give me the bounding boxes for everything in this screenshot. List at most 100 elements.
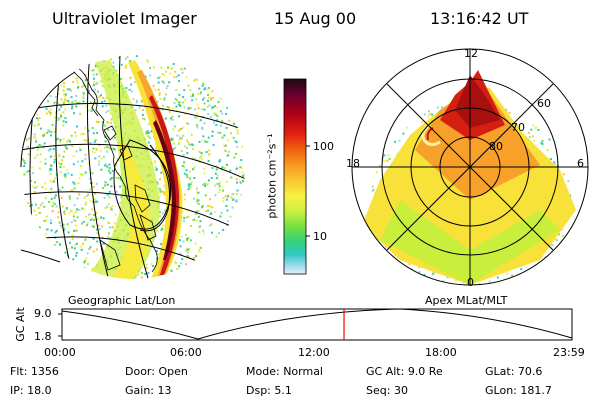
noise-pixel	[173, 102, 176, 104]
noise-pixel	[76, 125, 78, 128]
noise-pixel	[65, 208, 68, 211]
noise-pixel	[213, 112, 216, 115]
noise-pixel	[39, 160, 42, 163]
noise-pixel	[107, 221, 110, 224]
noise-pixel	[99, 228, 101, 231]
noise-pixel	[195, 255, 197, 258]
noise-pixel	[91, 182, 94, 185]
noise-pixel	[202, 98, 204, 101]
noise-pixel	[101, 225, 104, 228]
noise-pixel	[141, 109, 144, 111]
noise-pixel	[75, 242, 78, 245]
noise-pixel	[104, 184, 106, 187]
noise-pixel	[75, 251, 78, 254]
noise-pixel	[194, 157, 197, 160]
noise-pixel	[63, 100, 66, 103]
noise-pixel	[154, 166, 157, 169]
noise-pixel	[76, 102, 79, 104]
noise-pixel	[146, 135, 149, 138]
noise-pixel	[49, 179, 52, 182]
noise-pixel	[186, 139, 188, 142]
noise-pixel	[158, 76, 161, 79]
noise-pixel	[175, 262, 177, 265]
noise-pixel	[225, 112, 228, 115]
noise-pixel	[63, 227, 66, 230]
noise-pixel	[71, 105, 74, 108]
noise-pixel	[216, 174, 219, 177]
noise-pixel	[58, 108, 61, 111]
noise-pixel	[236, 129, 239, 132]
noise-pixel	[85, 140, 88, 143]
noise-pixel	[45, 219, 48, 222]
noise-pixel	[213, 121, 215, 124]
timeline-xtick-1: 06:00	[170, 346, 202, 359]
noise-pixel	[110, 118, 113, 121]
noise-pixel	[147, 60, 150, 63]
noise-pixel	[192, 168, 195, 171]
noise-pixel	[211, 135, 214, 137]
noise-pixel	[150, 130, 153, 133]
noise-pixel	[166, 106, 169, 108]
noise-pixel	[154, 162, 157, 165]
noise-pixel	[383, 154, 386, 157]
noise-pixel	[44, 187, 47, 190]
noise-pixel	[59, 113, 62, 116]
noise-pixel	[71, 101, 74, 104]
noise-pixel	[195, 116, 198, 119]
noise-pixel	[429, 112, 432, 115]
noise-pixel	[84, 259, 87, 262]
noise-pixel	[181, 71, 184, 74]
noise-pixel	[56, 110, 59, 113]
noise-pixel	[239, 166, 242, 169]
noise-pixel	[192, 257, 195, 259]
noise-pixel	[43, 142, 46, 145]
noise-pixel	[196, 126, 199, 129]
noise-pixel	[152, 265, 155, 267]
noise-pixel	[67, 100, 70, 102]
noise-pixel	[33, 136, 36, 139]
noise-pixel	[214, 105, 216, 108]
noise-pixel	[173, 125, 176, 128]
noise-pixel	[211, 90, 214, 93]
noise-pixel	[187, 141, 190, 144]
noise-pixel	[64, 95, 67, 98]
noise-pixel	[223, 144, 226, 147]
noise-pixel	[190, 239, 192, 242]
noise-pixel	[84, 79, 87, 82]
noise-pixel	[124, 66, 127, 69]
noise-pixel	[155, 167, 158, 170]
noise-pixel	[215, 106, 218, 109]
noise-pixel	[96, 240, 99, 243]
noise-pixel	[36, 117, 38, 120]
noise-pixel	[216, 182, 219, 185]
noise-pixel	[231, 206, 234, 209]
noise-pixel	[227, 150, 230, 153]
noise-pixel	[49, 192, 52, 195]
noise-pixel	[218, 232, 220, 235]
noise-pixel	[163, 82, 165, 84]
noise-pixel	[72, 181, 75, 184]
noise-pixel	[50, 229, 53, 232]
noise-pixel	[192, 94, 195, 97]
noise-pixel	[111, 169, 114, 172]
noise-pixel	[159, 178, 161, 181]
noise-pixel	[186, 176, 189, 179]
noise-pixel	[80, 173, 82, 176]
colorbar-tick-10: 10	[313, 230, 327, 243]
noise-pixel	[93, 151, 96, 154]
noise-pixel	[84, 157, 87, 160]
noise-pixel	[63, 150, 66, 153]
noise-pixel	[202, 135, 205, 138]
noise-pixel	[189, 183, 192, 186]
noise-pixel	[227, 194, 230, 196]
noise-pixel	[74, 131, 77, 134]
noise-pixel	[58, 221, 61, 224]
noise-pixel	[181, 137, 183, 140]
noise-pixel	[157, 77, 160, 79]
noise-pixel	[161, 73, 164, 75]
noise-pixel	[36, 185, 39, 188]
noise-pixel	[62, 155, 65, 158]
noise-pixel	[108, 167, 111, 170]
noise-pixel	[142, 117, 145, 120]
